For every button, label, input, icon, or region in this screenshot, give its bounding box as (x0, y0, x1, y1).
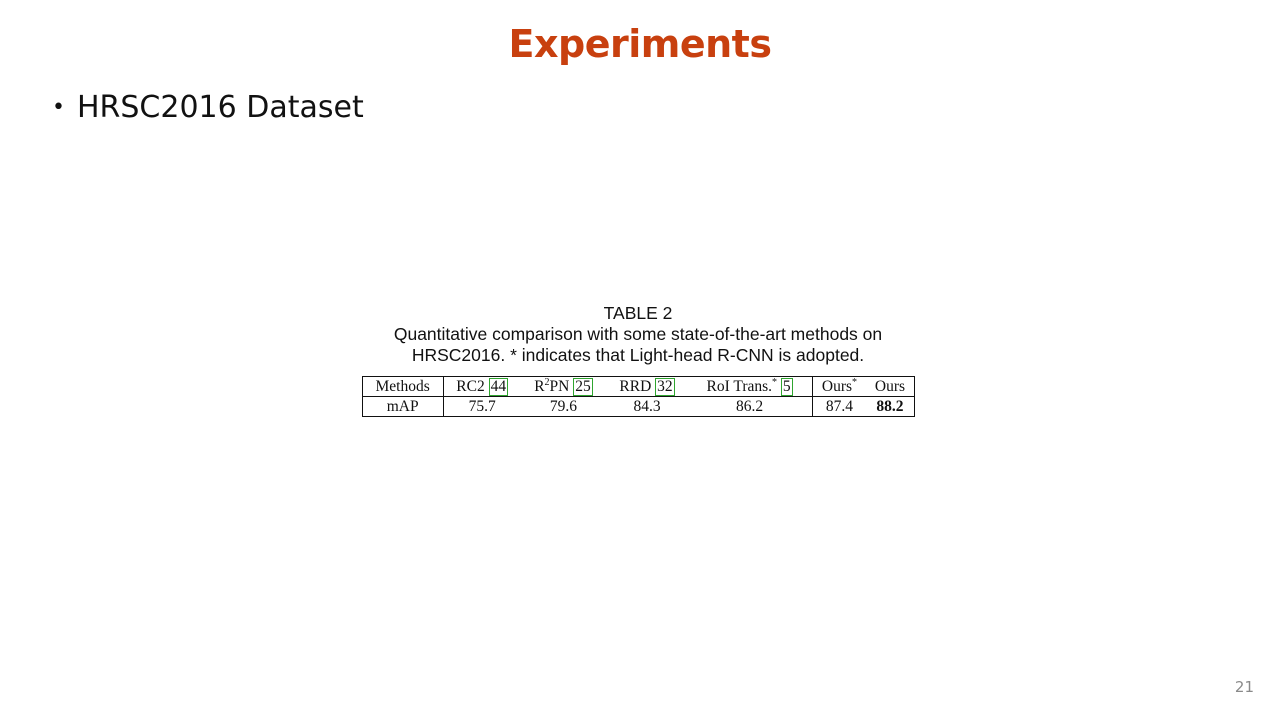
bullet-text: HRSC2016 Dataset (76, 90, 364, 125)
col-header-ours-star: Ours* (812, 376, 867, 397)
star-mark: * (852, 376, 858, 388)
method-name: R (534, 377, 545, 395)
table-figure: TABLE 2 Quantitative comparison with som… (360, 303, 916, 417)
col-header-roi-trans: RoI Trans.* 5 (687, 376, 813, 397)
page-number: 21 (1234, 678, 1254, 696)
row-header-methods: Methods (361, 376, 444, 397)
method-name: Ours (821, 377, 853, 395)
map-value: 87.4 (812, 396, 867, 417)
col-header-r2pn: R2PN 25 (520, 376, 607, 397)
results-table: Methods RC2 44 R2PN 25 RRD 32 RoI Trans.… (361, 376, 915, 417)
caption-line-1: Quantitative comparison with some state-… (393, 324, 883, 344)
map-value-best: 88.2 (866, 396, 915, 417)
table-row-methods: Methods RC2 44 R2PN 25 RRD 32 RoI Trans.… (361, 376, 915, 397)
star-mark: * (772, 376, 778, 388)
superscript: 2 (544, 376, 550, 388)
method-name: RoI Trans. (706, 377, 773, 395)
citation-link[interactable]: 44 (488, 377, 509, 396)
method-name: Ours (874, 377, 906, 395)
caption-line-2: HRSC2016. * indicates that Light-head R-… (411, 345, 865, 365)
map-value: 86.2 (687, 396, 813, 417)
method-name: RRD (619, 377, 652, 395)
map-value: 84.3 (606, 396, 688, 417)
bullet-icon: • (52, 94, 65, 120)
method-name: RC2 (456, 377, 485, 395)
col-header-rc2: RC2 44 (443, 376, 521, 397)
table-row-map: mAP 75.7 79.6 84.3 86.2 87.4 88.2 (361, 396, 915, 417)
map-value: 75.7 (443, 396, 521, 417)
row-header-map: mAP (361, 396, 444, 417)
slide-title: Experiments (508, 22, 772, 66)
map-value: 79.6 (520, 396, 607, 417)
col-header-ours: Ours (866, 376, 915, 397)
table-heading: TABLE 2 (603, 303, 673, 323)
citation-link[interactable]: 25 (573, 377, 593, 396)
citation-link[interactable]: 32 (655, 377, 675, 396)
citation-link[interactable]: 5 (780, 377, 793, 396)
method-name-rest: PN (549, 377, 570, 395)
bullet-item: • HRSC2016 Dataset (52, 90, 364, 125)
table-caption: TABLE 2 Quantitative comparison with som… (360, 303, 916, 366)
col-header-rrd: RRD 32 (606, 376, 688, 397)
